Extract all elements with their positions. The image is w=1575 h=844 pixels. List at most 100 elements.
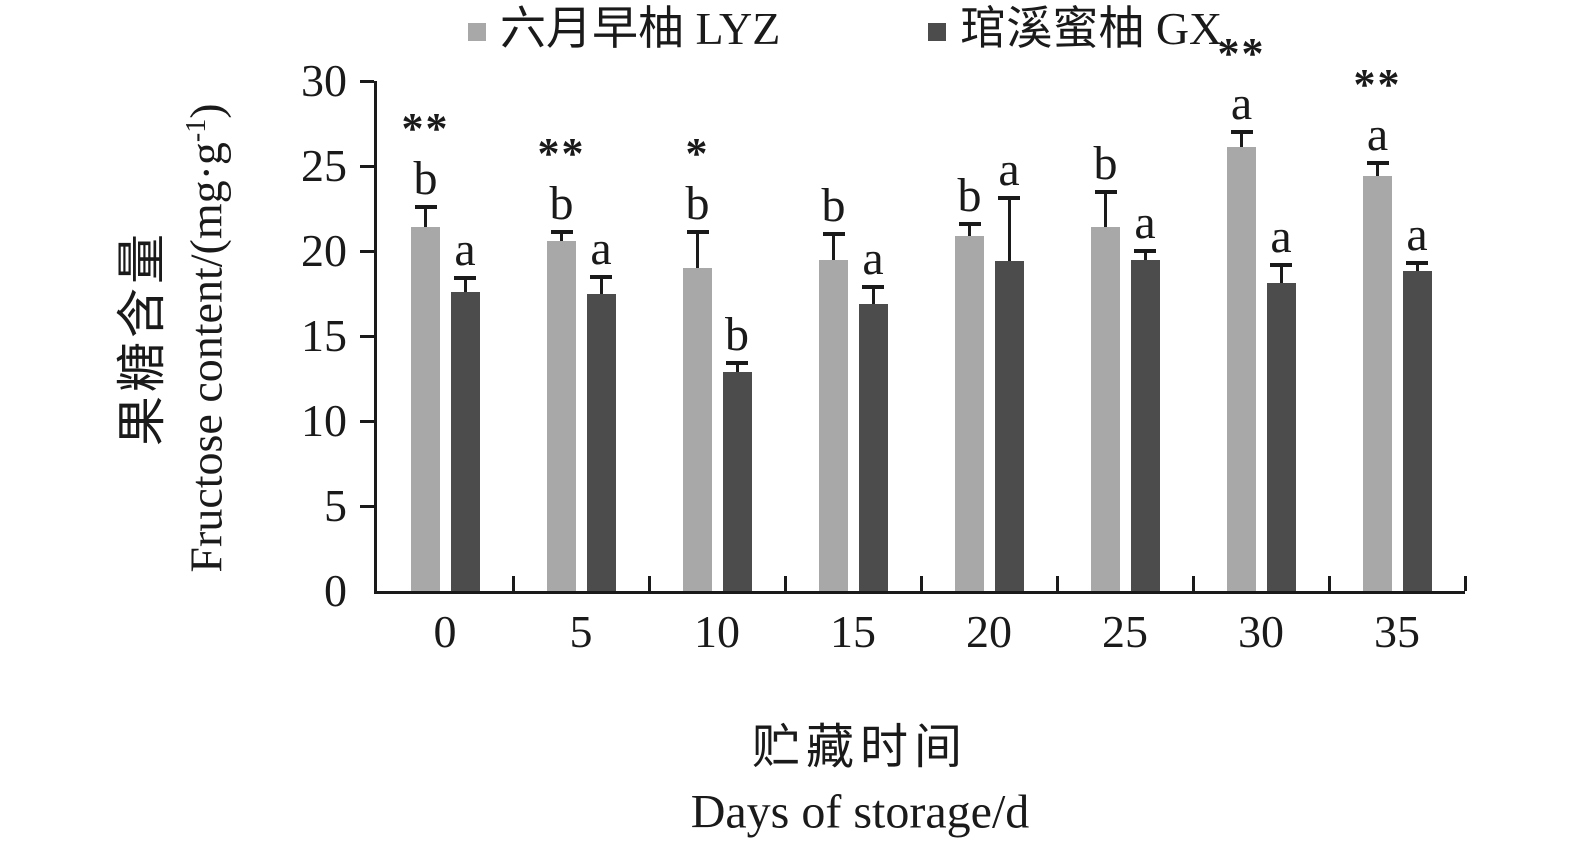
sig-star: **	[1217, 29, 1266, 78]
error-cap	[1270, 262, 1292, 267]
y-tick	[360, 164, 374, 168]
x-axis-title-en: Days of storage/d	[690, 785, 1030, 839]
error-whisker	[1415, 262, 1419, 272]
sig-letter: b	[821, 179, 846, 232]
y-tick	[360, 79, 374, 83]
y-axis-title-zh: 果糖含量	[114, 230, 170, 446]
plot-area: 0 5 10 15 20 25 30 0 b ** a 5 b ** a 10 b * b 15 b a 20 b a 25 b a 3…	[301, 32, 1467, 655]
bar-lyz-20	[955, 235, 984, 591]
sig-letter: a	[1366, 107, 1389, 161]
error-cap	[550, 230, 573, 235]
legend-item-lyz: 六月早柚 LYZ	[468, 6, 780, 52]
y-tick-label: 20	[301, 225, 347, 276]
x-tick	[511, 576, 515, 591]
x-tick	[1055, 576, 1059, 591]
error-cap	[454, 276, 476, 281]
sig-letter: a	[1270, 209, 1292, 263]
x-tick	[1463, 576, 1467, 591]
x-tick-label: 30	[1238, 606, 1284, 657]
legend-item-gx: 琯溪蜜柚 GX	[928, 6, 1222, 52]
error-cap	[686, 230, 709, 235]
sig-letter: a	[862, 231, 884, 285]
sig-letter: a	[454, 223, 476, 277]
x-tick-label: 15	[830, 606, 876, 657]
y-axis-title-en-post: )	[180, 103, 232, 119]
bar-lyz-35	[1363, 176, 1392, 591]
legend-label-gx: 琯溪蜜柚 GX	[960, 3, 1223, 54]
bar-gx-25	[1130, 259, 1160, 591]
legend-swatch-lyz-icon	[468, 23, 486, 41]
y-tick-label: 5	[324, 480, 347, 531]
bar-gx-0	[450, 291, 480, 591]
error-cap	[1134, 249, 1156, 253]
x-tick-label: 35	[1374, 606, 1420, 657]
legend: 六月早柚 LYZ 琯溪蜜柚 GX	[468, 6, 1222, 52]
x-tick-label: 25	[1102, 606, 1148, 657]
x-tick	[647, 576, 651, 591]
y-tick	[360, 504, 374, 508]
y-tick-label: 10	[301, 395, 347, 446]
sig-letter: a	[1406, 207, 1428, 261]
sig-letter: a	[590, 221, 612, 275]
y-tick-label: 15	[301, 310, 347, 361]
x-tick-label: 5	[569, 606, 593, 657]
error-whisker	[1279, 264, 1283, 284]
bar-gx-10	[722, 371, 752, 591]
bar-gx-5	[586, 293, 616, 591]
sig-letter: a	[998, 143, 1020, 197]
error-cap	[998, 196, 1020, 201]
error-whisker	[1104, 191, 1107, 228]
legend-label-lyz: 六月早柚 LYZ	[500, 3, 781, 54]
error-cap	[1094, 189, 1117, 194]
error-whisker	[1143, 251, 1147, 260]
sig-star: **	[1353, 59, 1402, 109]
bar-gx-15	[858, 303, 888, 591]
x-tick	[1191, 576, 1195, 591]
sig-letter: b	[413, 151, 438, 205]
error-whisker	[424, 206, 427, 228]
sig-letter: b	[549, 177, 574, 231]
error-whisker	[735, 363, 739, 372]
x-tick	[783, 576, 787, 591]
error-cap	[414, 204, 437, 209]
error-whisker	[560, 232, 563, 241]
bar-lyz-5	[547, 240, 576, 591]
error-whisker	[1240, 132, 1243, 148]
error-whisker	[599, 276, 603, 294]
error-cap	[822, 232, 845, 236]
x-tick-label: 0	[433, 606, 457, 657]
y-axis-title-en-sup: -1	[181, 118, 213, 143]
x-axis-title-zh: 贮藏时间	[751, 721, 969, 774]
sig-letter: a	[1230, 77, 1253, 130]
sig-letter: b	[725, 308, 749, 362]
error-whisker	[696, 232, 699, 268]
error-cap	[862, 284, 884, 289]
y-tick-label: 30	[301, 55, 347, 106]
bar-lyz-25	[1091, 227, 1120, 591]
error-cap	[590, 274, 612, 279]
bar-gx-30	[1266, 283, 1296, 591]
y-tick-label: 25	[301, 140, 347, 191]
x-tick-label: 10	[694, 606, 740, 657]
bar-lyz-30	[1227, 147, 1256, 591]
y-tick	[360, 249, 374, 253]
y-axis-title-en: Fructose content/(mg·g-1)	[180, 103, 233, 572]
bar-lyz-10	[683, 268, 712, 591]
sig-star: **	[537, 129, 586, 179]
x-tick	[1327, 576, 1331, 591]
error-whisker	[463, 278, 467, 292]
sig-star: **	[401, 103, 450, 153]
bar-gx-20	[994, 261, 1024, 591]
sig-star: *	[685, 129, 710, 179]
error-cap	[958, 221, 981, 226]
error-cap	[1366, 160, 1389, 165]
sig-letter: b	[1093, 136, 1118, 190]
sig-letter: a	[1134, 196, 1156, 249]
sig-letter: b	[957, 168, 982, 222]
y-tick	[360, 419, 374, 423]
legend-swatch-gx-icon	[928, 23, 947, 41]
error-whisker	[1376, 162, 1379, 177]
y-axis-title-en-pre: Fructose content/(mg·g	[180, 142, 232, 573]
sig-letter: b	[685, 177, 710, 231]
